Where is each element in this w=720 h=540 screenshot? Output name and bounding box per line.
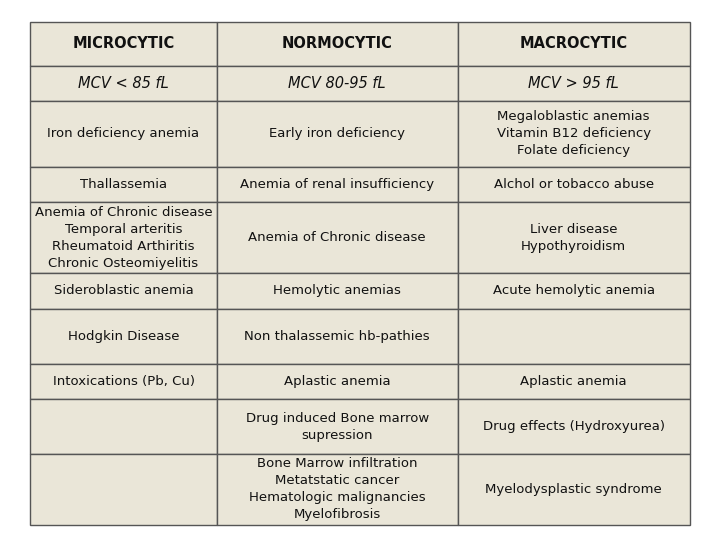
Text: Anemia of Chronic disease: Anemia of Chronic disease	[248, 231, 426, 244]
Text: Early iron deficiency: Early iron deficiency	[269, 127, 405, 140]
Bar	[217, 363, 458, 399]
Bar	[458, 273, 690, 309]
Text: MCV 80-95 fL: MCV 80-95 fL	[289, 76, 386, 91]
Bar	[30, 363, 217, 399]
Bar	[30, 101, 217, 167]
Text: Sideroblastic anemia: Sideroblastic anemia	[54, 285, 194, 298]
Text: Liver disease
Hypothyroidism: Liver disease Hypothyroidism	[521, 223, 626, 253]
Text: Megaloblastic anemias
Vitamin B12 deficiency
Folate deficiency: Megaloblastic anemias Vitamin B12 defici…	[497, 111, 651, 158]
Bar	[458, 167, 690, 202]
Text: Drug effects (Hydroxyurea): Drug effects (Hydroxyurea)	[482, 420, 665, 433]
Text: MCV > 95 fL: MCV > 95 fL	[528, 76, 619, 91]
Bar	[30, 273, 217, 309]
Bar	[30, 309, 217, 363]
Bar	[458, 309, 690, 363]
Text: Anemia of Chronic disease
Temporal arteritis
Rheumatoid Arthiritis
Chronic Osteo: Anemia of Chronic disease Temporal arter…	[35, 206, 212, 270]
Bar	[458, 454, 690, 525]
Bar	[217, 309, 458, 363]
Text: Hemolytic anemias: Hemolytic anemias	[274, 285, 401, 298]
Text: Alchol or tobacco abuse: Alchol or tobacco abuse	[494, 178, 654, 191]
Bar	[458, 65, 690, 101]
Bar	[217, 399, 458, 454]
Text: Hodgkin Disease: Hodgkin Disease	[68, 329, 179, 343]
Text: MACROCYTIC: MACROCYTIC	[520, 36, 628, 51]
Text: Bone Marrow infiltration
Metatstatic cancer
Hematologic malignancies
Myelofibros: Bone Marrow infiltration Metatstatic can…	[249, 457, 426, 522]
Bar	[217, 101, 458, 167]
Text: MCV < 85 fL: MCV < 85 fL	[78, 76, 169, 91]
Text: Myelodysplastic syndrome: Myelodysplastic syndrome	[485, 483, 662, 496]
Bar	[458, 101, 690, 167]
Bar	[30, 65, 217, 101]
Bar	[217, 167, 458, 202]
Text: Aplastic anemia: Aplastic anemia	[284, 375, 390, 388]
Bar	[217, 65, 458, 101]
Bar	[30, 167, 217, 202]
Bar	[458, 202, 690, 273]
Bar	[30, 22, 217, 65]
Bar	[30, 202, 217, 273]
Text: Anemia of renal insufficiency: Anemia of renal insufficiency	[240, 178, 434, 191]
Bar	[30, 454, 217, 525]
Bar	[217, 202, 458, 273]
Text: Non thalassemic hb-pathies: Non thalassemic hb-pathies	[244, 329, 430, 343]
Text: Drug induced Bone marrow
supression: Drug induced Bone marrow supression	[246, 411, 429, 442]
Text: MICROCYTIC: MICROCYTIC	[73, 36, 175, 51]
Text: Intoxications (Pb, Cu): Intoxications (Pb, Cu)	[53, 375, 194, 388]
Bar	[458, 399, 690, 454]
Text: Aplastic anemia: Aplastic anemia	[521, 375, 627, 388]
Bar	[30, 399, 217, 454]
Bar	[217, 454, 458, 525]
Text: Acute hemolytic anemia: Acute hemolytic anemia	[492, 285, 654, 298]
Bar	[458, 363, 690, 399]
Text: Thallassemia: Thallassemia	[80, 178, 167, 191]
Bar	[217, 273, 458, 309]
Text: NORMOCYTIC: NORMOCYTIC	[282, 36, 392, 51]
Text: Iron deficiency anemia: Iron deficiency anemia	[48, 127, 199, 140]
Bar	[458, 22, 690, 65]
Bar	[217, 22, 458, 65]
